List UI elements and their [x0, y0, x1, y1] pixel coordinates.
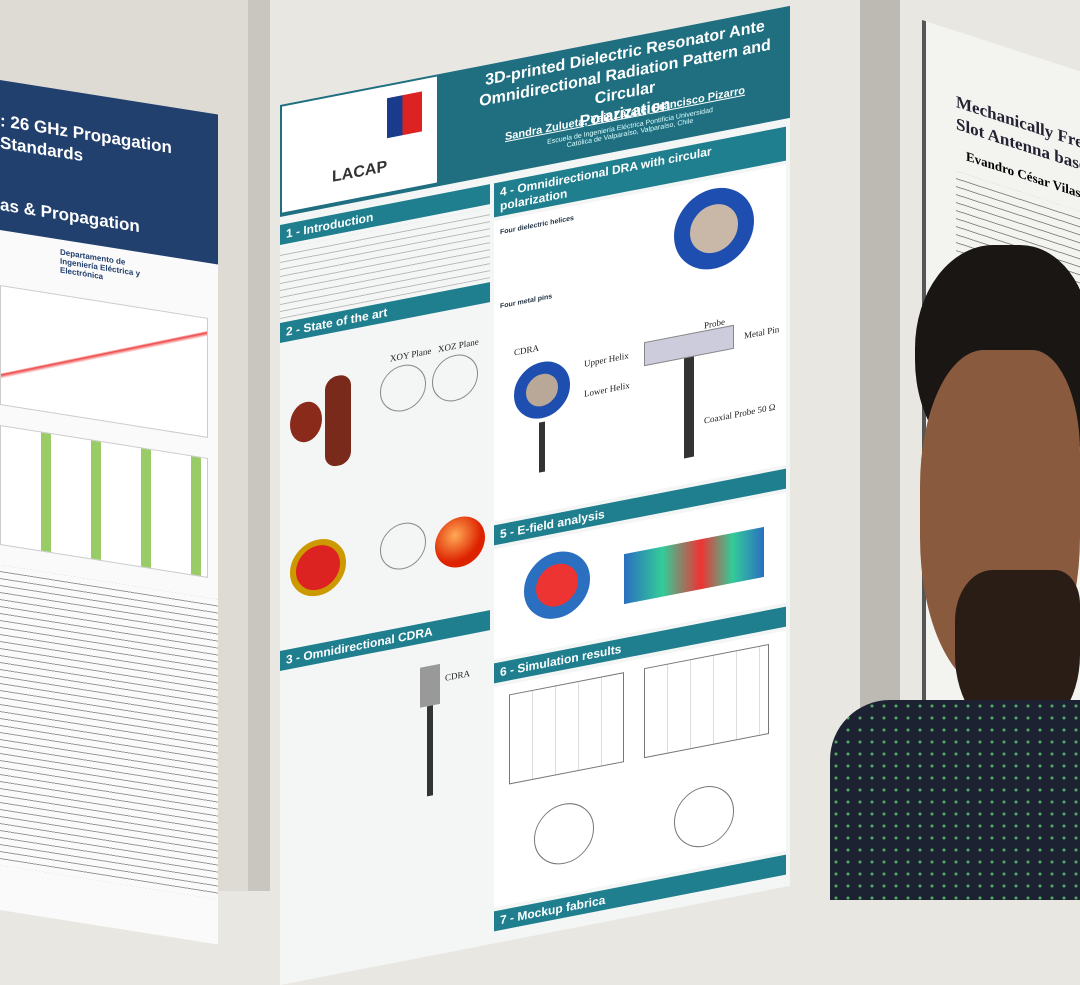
logo-box: LACAP	[282, 76, 437, 213]
label: Lower Helix	[584, 380, 630, 399]
flag	[387, 91, 422, 139]
plot	[509, 672, 624, 785]
pattern	[380, 360, 426, 416]
label: Metal Pin	[744, 323, 780, 341]
pattern-3d	[435, 512, 485, 572]
label: CDRA	[445, 668, 471, 683]
label: Upper Helix	[584, 350, 629, 369]
plane-label: XOZ Plane	[438, 336, 479, 355]
figure-area: XOY Plane XOZ Plane	[280, 306, 490, 647]
cylinder	[290, 398, 322, 446]
field-plot	[624, 526, 764, 605]
probe-drawing	[684, 356, 694, 459]
person-shirt	[830, 700, 1080, 900]
figure-area: Four dielectric helices Four metal pins …	[494, 164, 786, 522]
text-strong: Four metal pins	[500, 293, 553, 311]
probe-drawing	[539, 421, 545, 473]
polar-plot	[674, 780, 734, 853]
antenna-3d	[290, 534, 346, 602]
panel-divider	[248, 0, 270, 891]
plot	[0, 285, 208, 438]
left-column: 1 - Introduction 2 - State of the art XO…	[280, 180, 490, 875]
plane-label: XOY Plane	[390, 345, 432, 364]
pattern	[380, 518, 426, 574]
field-plot	[524, 545, 590, 625]
cylinder	[325, 373, 351, 469]
plot	[644, 643, 769, 759]
right-column: 4 - Omnidirectional DRA with circular po…	[494, 123, 786, 936]
polar-plot	[534, 797, 594, 870]
plot	[0, 425, 208, 578]
text-strong: Four dielectric helices	[500, 214, 574, 237]
probe-drawing	[427, 705, 433, 797]
pattern	[432, 350, 478, 406]
helix-drawing	[514, 356, 570, 424]
cdra-drawing	[420, 663, 440, 708]
helix-drawing	[674, 180, 754, 277]
label: Coaxial Probe 50 Ω	[704, 401, 776, 426]
center-poster: LACAP 3D-printed Dielectric Resonator An…	[280, 5, 790, 985]
logo: LACAP	[332, 158, 388, 186]
left-poster: : 26 GHz Propagation Standards as & Prop…	[0, 80, 218, 945]
figure-area: CDRA	[280, 634, 490, 875]
text-block	[0, 565, 218, 900]
label: CDRA	[514, 342, 540, 358]
